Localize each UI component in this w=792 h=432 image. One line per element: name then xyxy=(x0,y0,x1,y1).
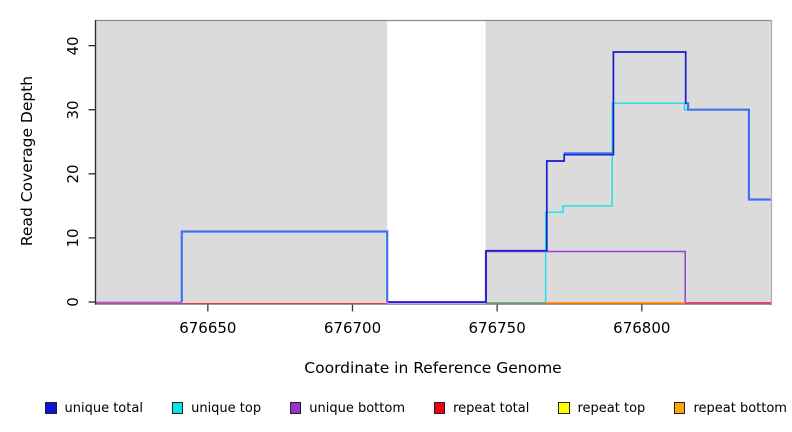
x-tick-label: 676700 xyxy=(323,319,382,337)
legend-item-repeat-top: repeat top xyxy=(558,401,645,416)
legend-label: unique top xyxy=(191,400,262,416)
masked-white-region xyxy=(387,20,486,304)
x-axis-title: Coordinate in Reference Genome xyxy=(304,359,562,377)
legend-item-repeat-bottom: repeat bottom xyxy=(673,400,787,416)
x-tick-label: 676750 xyxy=(468,319,526,337)
y-tick-label: 40 xyxy=(64,36,82,56)
y-tick-label: 20 xyxy=(64,164,82,184)
legend-item-repeat-total: repeat total xyxy=(433,400,530,416)
y-tick-label: 30 xyxy=(64,100,82,120)
legend-label: unique total xyxy=(64,400,143,416)
legend: unique total unique top unique bottom repea… xyxy=(45,399,787,417)
legend-label: unique bottom xyxy=(309,400,405,416)
series-unique-total-bright-left-plateau xyxy=(180,230,389,302)
series-unique-total-bright-right xyxy=(686,102,772,201)
legend-swatch-icon xyxy=(289,402,302,414)
legend-swatch-icon xyxy=(45,402,57,414)
series-unique-total-dark xyxy=(387,51,689,303)
legend-label: repeat total xyxy=(453,400,530,416)
legend-swatch-icon xyxy=(433,402,446,414)
x-tick-label: 676800 xyxy=(613,319,671,337)
legend-swatch-icon xyxy=(171,402,184,414)
legend-label: repeat top xyxy=(577,400,646,416)
legend-item-unique-bottom: unique bottom xyxy=(289,400,405,416)
legend-item-unique-total: unique total xyxy=(45,401,143,416)
y-tick-label: 0 xyxy=(64,297,82,307)
y-axis-title: Read Coverage Depth xyxy=(18,75,36,247)
y-tick-label: 10 xyxy=(64,228,82,248)
legend-label: repeat bottom xyxy=(693,400,787,416)
legend-swatch-icon xyxy=(673,402,686,414)
legend-swatch-icon xyxy=(558,402,570,414)
x-tick-label: 676650 xyxy=(179,319,237,337)
series-unique-top xyxy=(544,102,749,302)
legend-item-unique-top: unique top xyxy=(171,400,262,416)
